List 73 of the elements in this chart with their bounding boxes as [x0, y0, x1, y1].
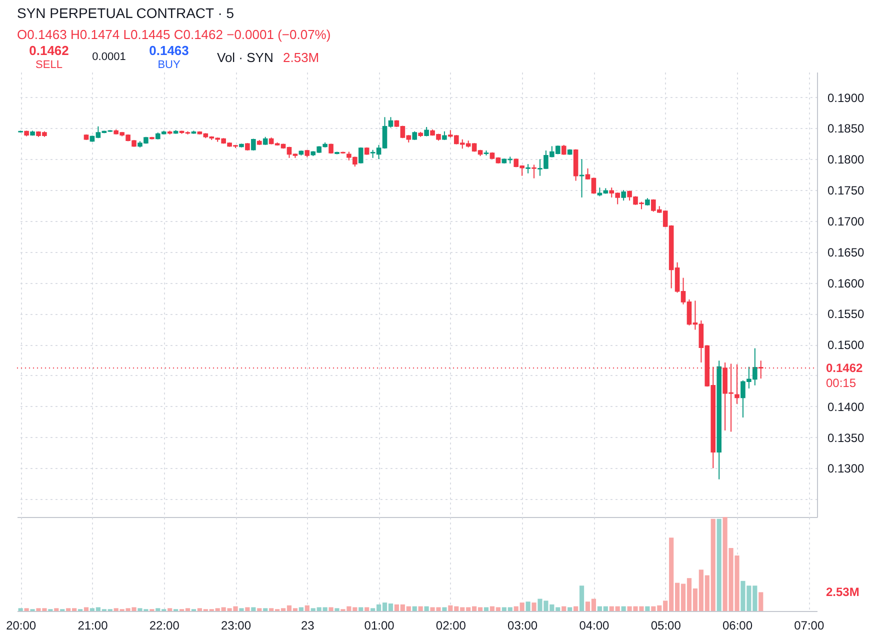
text: 0.1462	[29, 43, 69, 58]
bar	[621, 606, 626, 611]
candlestick	[532, 164, 536, 179]
x-tick-label: 03:00	[508, 618, 538, 632]
bar	[168, 608, 172, 611]
text: BUY	[158, 59, 181, 71]
bar	[364, 607, 370, 611]
text: 0.0001	[92, 51, 126, 63]
y-tick-label: 0.1500	[828, 338, 865, 352]
candlestick	[621, 190, 626, 202]
x-tick-label: 23	[300, 618, 315, 632]
bar	[251, 607, 256, 611]
x-tick-label: 06:00	[722, 618, 753, 632]
candlestick	[358, 146, 364, 164]
y-tick-label: 0.1800	[828, 152, 865, 167]
candlestick	[561, 144, 566, 156]
bar	[239, 608, 244, 611]
text: SELL	[36, 59, 62, 71]
y-tick-label: 0.1400	[828, 400, 865, 414]
x-tick-label: 05:00	[650, 618, 682, 632]
bar	[526, 602, 530, 611]
x-tick-label: 23:00	[220, 618, 252, 632]
text: 2.53M	[826, 585, 860, 600]
bar	[716, 518, 722, 611]
bar	[412, 606, 417, 611]
bar	[574, 606, 578, 611]
bar	[298, 607, 304, 611]
y-tick-label: 0.1300	[828, 462, 865, 476]
y-tick-label: 0.1650	[828, 245, 865, 260]
bar	[568, 607, 572, 611]
bar	[334, 608, 340, 611]
x-tick-label: 21:00	[78, 618, 108, 632]
y-tick-label: 0.1750	[828, 184, 865, 198]
bar	[18, 608, 23, 611]
y-tick-label: 0.1350	[828, 430, 865, 445]
x-tick-label: 02:00	[436, 618, 466, 632]
ref-line-label: 0.1462	[826, 361, 864, 376]
bar	[758, 592, 764, 611]
bar	[24, 608, 29, 611]
x-tick-label: 20:00	[6, 618, 36, 632]
chart-title: SYN PERPETUAL CONTRACT · 5	[17, 5, 234, 21]
text: Vol · SYN	[217, 50, 274, 65]
bar	[484, 607, 489, 611]
bar	[84, 607, 89, 611]
text: 2.53M	[283, 50, 320, 65]
x-tick-label: 22:00	[149, 618, 180, 632]
x-tick-label: 07:00	[794, 618, 824, 632]
y-tick-label: 0.1700	[828, 214, 865, 228]
candlestick	[424, 126, 429, 137]
x-tick-label: 04:00	[579, 618, 610, 632]
bar	[424, 606, 429, 611]
y-tick-label: 0.1600	[828, 276, 865, 290]
bar	[579, 586, 584, 611]
y-tick-label: 0.1900	[828, 90, 865, 105]
bar	[532, 602, 536, 611]
bar	[645, 606, 650, 611]
text: 0.1463	[149, 43, 189, 58]
y-tick-label: 0.1550	[828, 307, 865, 322]
bar	[54, 608, 59, 611]
bar	[257, 608, 262, 611]
x-tick-label: 01:00	[364, 618, 395, 632]
text: 00:15	[826, 376, 856, 390]
text: O0.1463 H0.1474 L0.1445 C0.1462 −0.0001 (−0.07%)	[17, 27, 331, 42]
bar	[562, 606, 566, 611]
bar	[442, 607, 447, 611]
bar	[358, 607, 364, 611]
bar	[304, 605, 310, 611]
candlestick	[526, 164, 530, 174]
bar	[328, 607, 334, 611]
bar	[263, 608, 268, 611]
y-tick-label: 0.1850	[828, 122, 865, 136]
bar	[418, 606, 423, 611]
bar	[245, 607, 250, 611]
